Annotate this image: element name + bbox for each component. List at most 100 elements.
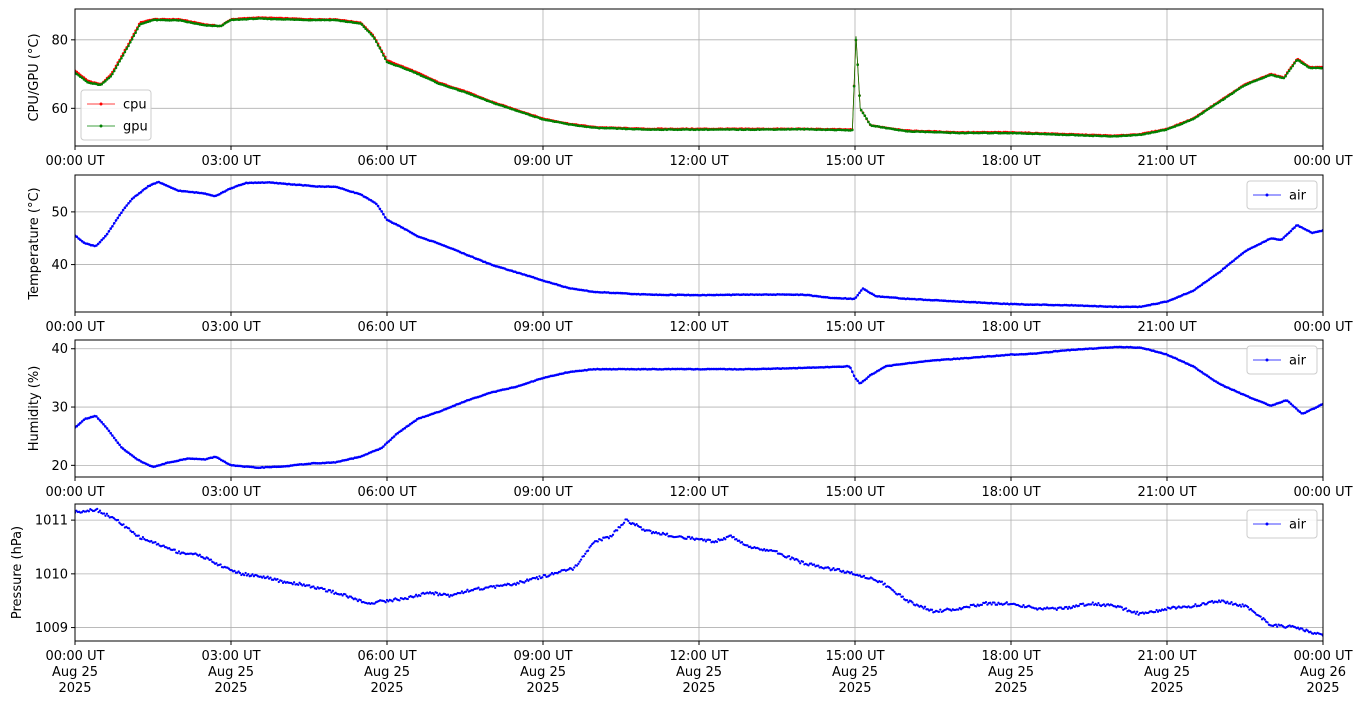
data-point — [1262, 617, 1265, 620]
data-point — [523, 581, 526, 584]
data-point — [1209, 277, 1212, 280]
data-point — [448, 595, 451, 598]
data-point — [613, 368, 617, 371]
data-point — [168, 547, 171, 550]
data-point — [121, 447, 125, 450]
x-tick-time: 21:00 UT — [1137, 154, 1196, 169]
x-tick-label: 21:00 UT — [1137, 154, 1196, 169]
data-point — [797, 560, 800, 563]
data-point — [965, 300, 968, 304]
data-point — [173, 548, 176, 551]
data-point — [874, 371, 877, 374]
data-point — [344, 593, 347, 596]
data-point — [1113, 345, 1116, 349]
data-point — [466, 588, 469, 591]
x-tick-time: 15:00 UT — [825, 649, 884, 664]
data-point — [622, 292, 626, 295]
data-point — [125, 47, 128, 51]
x-tick-time: 12:00 UT — [669, 320, 728, 335]
y-tick-label: 20 — [51, 459, 68, 474]
data-point — [100, 420, 103, 424]
x-tick-label: 12:00 UT Aug 25 2025 — [669, 649, 728, 696]
data-point — [726, 293, 729, 297]
data-point — [326, 590, 329, 593]
data-point — [308, 584, 311, 587]
data-point — [1289, 229, 1293, 233]
data-point — [1091, 601, 1094, 604]
y-axis-label: Pressure (hPa) — [10, 526, 25, 619]
data-point — [112, 436, 116, 440]
x-tick-label: 00:00 UT — [45, 154, 104, 169]
data-point — [1296, 409, 1300, 412]
data-point — [632, 522, 635, 525]
data-point — [373, 201, 376, 204]
data-point — [341, 594, 344, 597]
data-point — [373, 37, 376, 40]
data-point — [269, 576, 272, 579]
data-point — [391, 436, 394, 440]
data-point — [600, 539, 604, 542]
data-point — [1136, 346, 1139, 349]
data-point — [346, 20, 350, 24]
data-point — [111, 225, 114, 228]
data-point — [818, 366, 822, 369]
x-tick-label: 12:00 UT — [669, 485, 728, 500]
data-point — [799, 293, 802, 296]
x-tick-label: 06:00 UT — [357, 154, 416, 169]
data-point — [1309, 630, 1312, 633]
data-point — [1253, 611, 1257, 615]
data-point — [132, 196, 136, 199]
y-axis-label: Temperature (°C) — [27, 187, 42, 300]
data-point — [1228, 602, 1232, 605]
data-point — [345, 595, 348, 598]
data-point — [297, 583, 300, 586]
data-point — [1000, 131, 1004, 135]
data-point — [414, 419, 417, 423]
data-point — [829, 296, 833, 300]
data-point — [366, 196, 369, 200]
data-point — [1173, 605, 1176, 609]
data-point — [980, 603, 984, 607]
data-point — [1218, 100, 1221, 104]
data-point — [1264, 239, 1268, 243]
data-point — [796, 558, 799, 561]
data-point — [80, 420, 84, 423]
x-tick-label: 00:00 UT — [45, 320, 104, 335]
data-point — [1220, 269, 1223, 273]
data-point — [292, 581, 296, 584]
data-point — [865, 117, 868, 120]
data-point — [1070, 606, 1074, 609]
data-point — [584, 552, 587, 555]
data-point — [930, 608, 934, 611]
data-point — [975, 355, 979, 359]
x-tick-time: 09:00 UT — [513, 154, 572, 169]
data-point — [316, 462, 319, 465]
data-point — [432, 593, 436, 596]
x-tick-label: 03:00 UT — [201, 485, 260, 500]
data-point — [891, 589, 895, 592]
data-point — [331, 589, 335, 592]
legend-label-air: air — [1289, 354, 1307, 369]
data-point — [1234, 257, 1237, 261]
data-point — [385, 441, 389, 445]
plot-area — [75, 16, 1323, 138]
data-point — [380, 210, 384, 213]
data-point — [362, 25, 366, 29]
data-point — [1025, 132, 1029, 135]
data-point — [127, 527, 131, 530]
x-tick-year: 2025 — [526, 681, 559, 696]
data-point — [1238, 603, 1241, 607]
x-tick-time: 03:00 UT — [201, 320, 260, 335]
data-point — [1259, 615, 1262, 618]
data-point — [133, 532, 136, 535]
data-point — [114, 219, 118, 222]
data-point — [238, 571, 242, 575]
x-tick-time: 06:00 UT — [357, 649, 416, 664]
data-point — [880, 580, 884, 583]
data-point — [979, 131, 982, 135]
data-point — [125, 204, 128, 207]
data-point — [364, 27, 367, 31]
data-point — [582, 554, 586, 558]
data-point — [79, 421, 82, 425]
data-point — [724, 368, 727, 371]
